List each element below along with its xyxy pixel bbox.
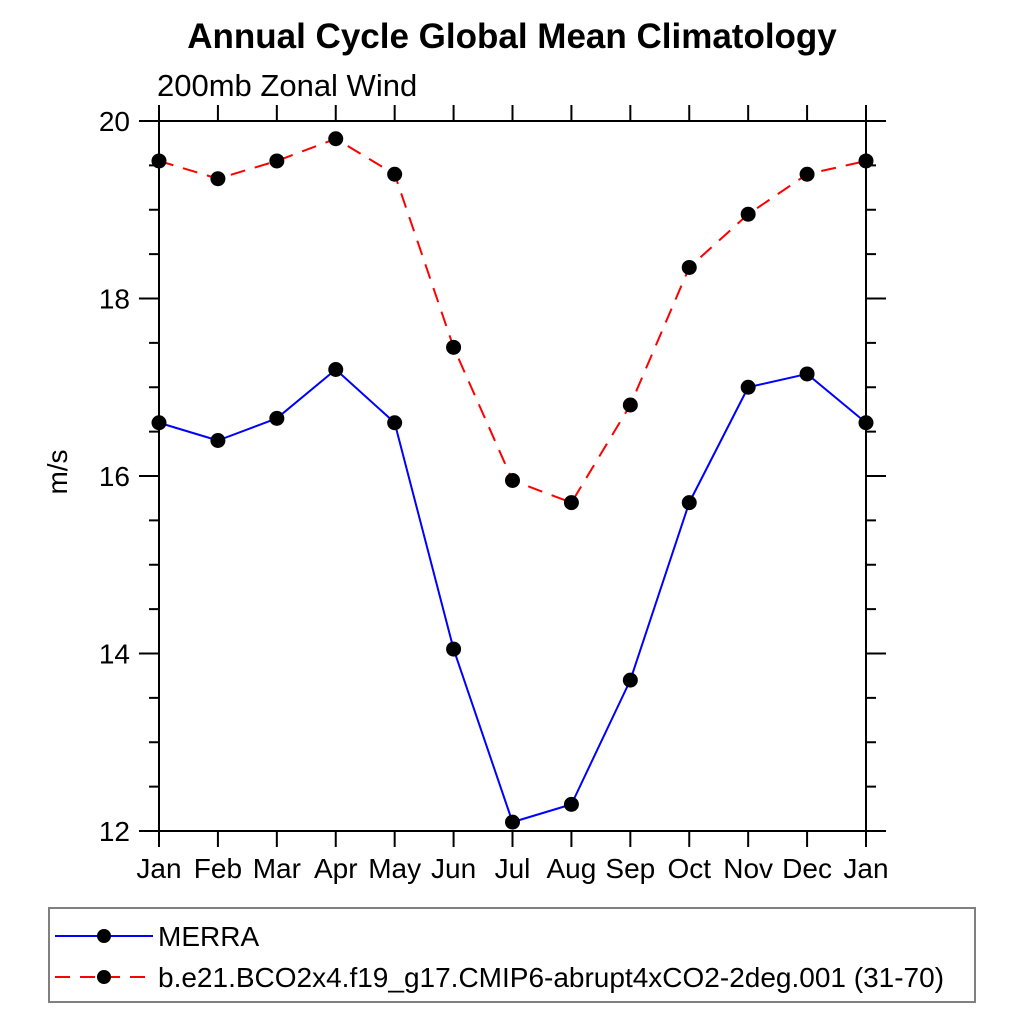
data-point-marker [858,153,874,169]
x-tick-label: Jul [495,853,531,884]
x-tick-label: Mar [253,853,301,884]
data-point-marker [858,415,874,431]
data-point-marker [210,171,226,187]
x-tick-label: Nov [723,853,773,884]
data-point-marker [328,362,344,377]
series-line-0 [158,368,867,824]
data-point-marker [505,472,520,488]
x-tick-label: May [368,853,421,884]
data-point-marker [387,415,403,431]
legend-marker [97,929,111,943]
legend-marker [97,970,111,984]
series-line-1 [158,137,867,504]
x-tick-label: Feb [194,853,242,884]
y-tick-label: 14 [99,639,130,670]
data-point-marker [328,131,344,147]
y-tick-label: 16 [99,461,130,492]
data-point-marker [622,397,638,413]
data-point-marker [269,410,285,426]
x-tick-label: Apr [314,853,358,884]
x-tick-label: Sep [605,853,655,884]
x-tick-label: Oct [667,853,711,884]
plot-area: Jan Feb Mar Apr May Jun Jul Aug Sep Oct Nov Dec Jan1… [99,105,889,884]
data-point-marker [799,366,815,382]
data-point-marker [151,153,167,169]
data-point-marker [681,259,697,275]
legend-label: MERRA [158,921,259,952]
data-point-marker [799,166,815,182]
data-point-marker [505,814,520,830]
data-point-marker [269,153,285,169]
data-point-marker [740,379,756,395]
x-tick-label: Aug [547,853,597,884]
x-tick-label: Dec [782,853,832,884]
y-tick-label: 12 [99,816,130,847]
data-point-marker [740,206,756,222]
data-point-marker [151,415,167,431]
chart-subtitle: 200mb Zonal Wind [157,68,417,103]
x-tick-label: Jan [136,853,181,884]
legend-box [48,907,976,1003]
y-axis-label: m/s [42,449,73,494]
legend: MERRA b.e21.BCO2x4.f19_g17.CMIP6-abrupt4x… [48,907,976,1003]
data-point-marker [387,166,403,182]
data-point-marker [210,433,226,448]
x-tick-label: Jan [843,853,888,884]
y-tick-label: 18 [99,284,130,315]
data-point-marker [563,495,579,511]
data-point-marker [563,796,579,812]
legend-label: b.e21.BCO2x4.f19_g17.CMIP6-abrupt4xCO2-2… [158,962,944,993]
data-point-marker [681,495,697,511]
data-point-marker [446,339,462,355]
data-point-marker [446,641,462,657]
x-tick-label: Jun [431,853,476,884]
chart-title: Annual Cycle Global Mean Climatology [187,17,837,56]
y-tick-label: 20 [99,106,130,137]
data-point-marker [622,672,638,688]
